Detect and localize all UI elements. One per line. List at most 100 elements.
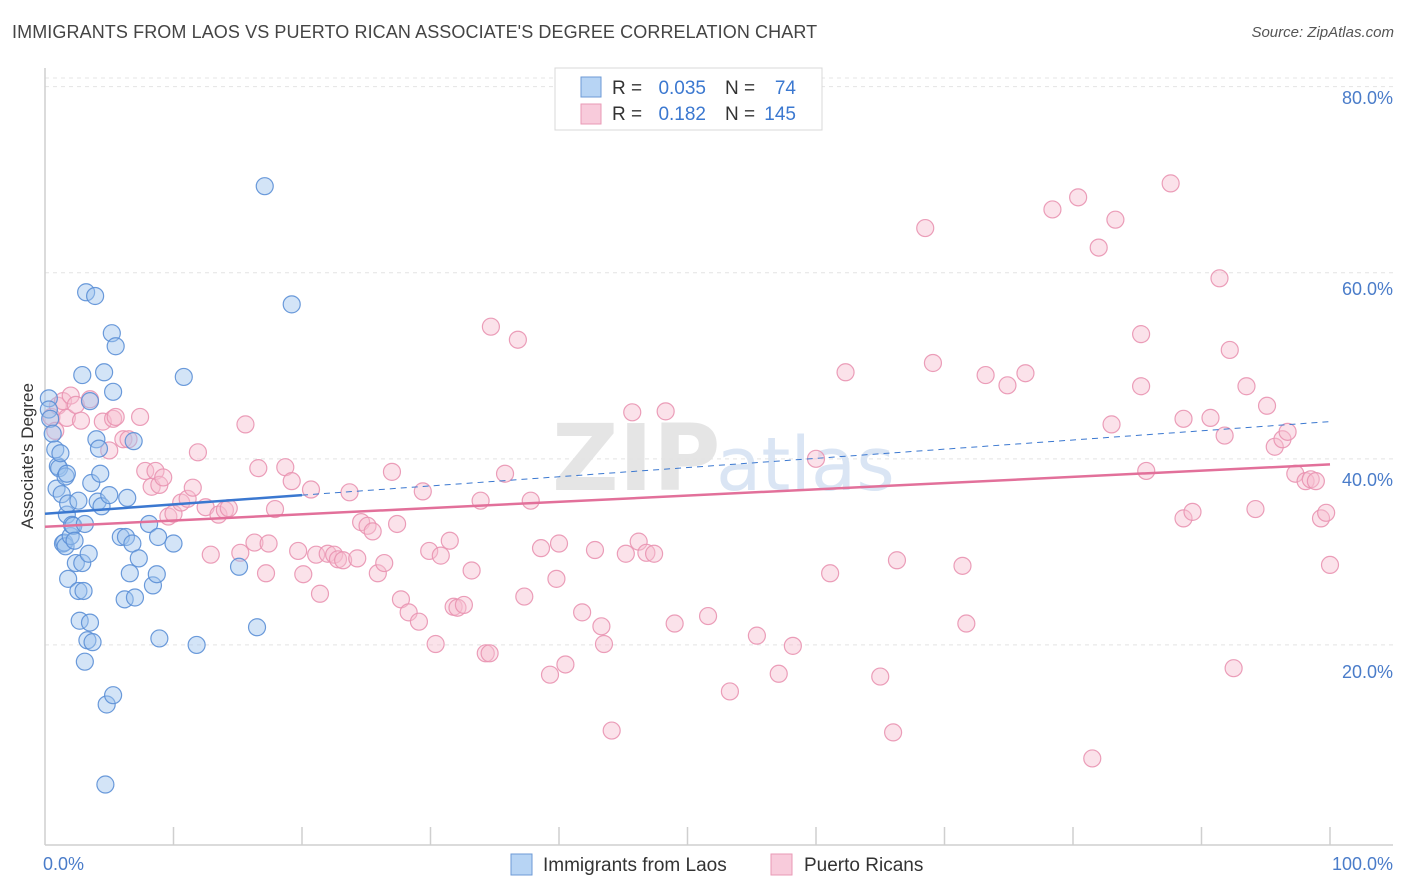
puerto-ricans-point: [1132, 325, 1151, 344]
laos-point: [118, 488, 137, 508]
laos-point: [229, 557, 249, 576]
laos-point: [255, 177, 274, 196]
puerto-ricans-point: [399, 603, 418, 622]
puerto-ricans-point: [1102, 415, 1121, 434]
puerto-ricans-point: [368, 564, 387, 583]
puerto-ricans-point: [481, 317, 500, 336]
gridlines: [45, 77, 1393, 646]
laos-point: [43, 424, 62, 443]
puerto-ricans-point: [547, 569, 566, 588]
puerto-ricans-point: [256, 564, 276, 583]
puerto-ricans-point: [358, 516, 377, 535]
puerto-ricans-point: [1320, 555, 1340, 575]
stats-legend: R = 0.035 N = 74 R = 0.182 N = 145: [554, 67, 823, 131]
puerto-ricans-point: [556, 655, 575, 674]
series-legend: Immigrants from Laos Puerto Ricans: [510, 853, 923, 876]
laos-point: [143, 576, 163, 595]
laos-point: [73, 365, 92, 385]
laos-point: [147, 565, 166, 584]
laos-point: [96, 775, 115, 794]
watermark-atlas: atlas: [716, 422, 895, 508]
laos-point: [53, 534, 73, 553]
puerto-ricans-point: [454, 595, 474, 615]
puerto-ricans-point: [585, 540, 605, 560]
laos-point: [97, 695, 116, 714]
legend-pr-r-label: R =: [612, 104, 642, 125]
laos-point: [69, 581, 88, 601]
puerto-ricans-point: [1246, 499, 1265, 519]
puerto-ricans-point: [594, 634, 614, 654]
laos-point: [187, 635, 206, 655]
puerto-ricans-point: [1083, 749, 1102, 768]
laos-point: [65, 531, 84, 550]
puerto-ricans-point: [1089, 238, 1108, 257]
puerto-ricans-point: [334, 551, 353, 570]
puerto-ricans-point: [540, 665, 560, 684]
puerto-ricans-point: [426, 634, 445, 654]
puerto-ricans-point: [783, 636, 802, 655]
puerto-ricans-point: [1043, 200, 1062, 219]
source-credit: Source: ZipAtlas.com: [1251, 24, 1394, 41]
legend-pr-r-value: 0.182: [658, 104, 706, 125]
puerto-ricans-point: [515, 587, 534, 606]
puerto-ricans-point: [616, 544, 635, 563]
puerto-ricans-point: [236, 415, 255, 434]
puerto-ricans-point: [219, 499, 238, 518]
laos-point: [80, 613, 100, 632]
y-tick-label-60: 60.0%: [1342, 279, 1393, 299]
puerto-ricans-point: [720, 682, 740, 701]
legend-laos-r-value: 0.035: [658, 78, 706, 99]
laos-point: [73, 553, 92, 573]
puerto-ricans-point: [549, 534, 569, 553]
laos-point: [106, 337, 125, 356]
laos-point: [80, 392, 100, 411]
puerto-ricans-point: [836, 363, 855, 382]
puerto-ricans-point: [476, 644, 495, 663]
laos-point: [150, 629, 169, 648]
laos-point: [100, 486, 119, 505]
puerto-ricans-point: [231, 543, 250, 562]
puerto-ricans-point: [495, 464, 515, 483]
laos-point: [91, 464, 110, 483]
puerto-ricans-point: [136, 461, 155, 481]
puerto-ricans-point: [1106, 210, 1125, 229]
puerto-ricans-point: [340, 483, 359, 502]
puerto-ricans-point: [201, 545, 220, 564]
puerto-ricans-point: [1161, 174, 1180, 193]
puerto-ricans-point: [183, 478, 202, 497]
puerto-ricans-point: [1016, 364, 1035, 383]
puerto-ricans-point: [440, 531, 459, 550]
laos-point: [74, 581, 93, 601]
chart-title: IMMIGRANTS FROM LAOS VS PUERTO RICAN ASS…: [12, 22, 818, 42]
puerto-ricans-point: [1215, 426, 1234, 445]
laos-point: [56, 537, 75, 556]
puerto-ricans-point: [1311, 509, 1331, 528]
x-tick-label-max: 100.0%: [1332, 854, 1393, 874]
laos-point: [125, 588, 145, 607]
laos-point: [59, 569, 78, 588]
puerto-ricans-point: [289, 541, 308, 561]
laos-point: [83, 633, 102, 652]
puerto-ricans-point: [249, 459, 268, 478]
laos-point: [282, 295, 301, 314]
laos-point: [129, 549, 148, 568]
laos-point: [174, 367, 193, 387]
puerto-ricans-point: [623, 403, 642, 422]
puerto-ricans-point: [154, 468, 173, 487]
laos-point: [104, 382, 123, 401]
puerto-ricans-point: [923, 353, 943, 373]
y-tick-labels: 80.0% 60.0% 40.0% 20.0%: [1342, 88, 1393, 682]
puerto-ricans-point: [480, 644, 499, 663]
axes: [44, 68, 1393, 846]
puerto-ricans-point: [46, 421, 65, 441]
puerto-ricans-point: [294, 565, 313, 584]
puerto-ricans-point: [1174, 409, 1193, 428]
y-tick-label-20: 20.0%: [1342, 662, 1393, 682]
puerto-ricans-point: [413, 482, 432, 501]
puerto-ricans-point: [976, 365, 995, 385]
puerto-ricans-point: [282, 472, 301, 491]
puerto-ricans-point: [656, 402, 675, 421]
puerto-ricans-point: [363, 522, 382, 541]
puerto-ricans-point: [698, 606, 718, 626]
puerto-ricans-point: [375, 553, 394, 573]
